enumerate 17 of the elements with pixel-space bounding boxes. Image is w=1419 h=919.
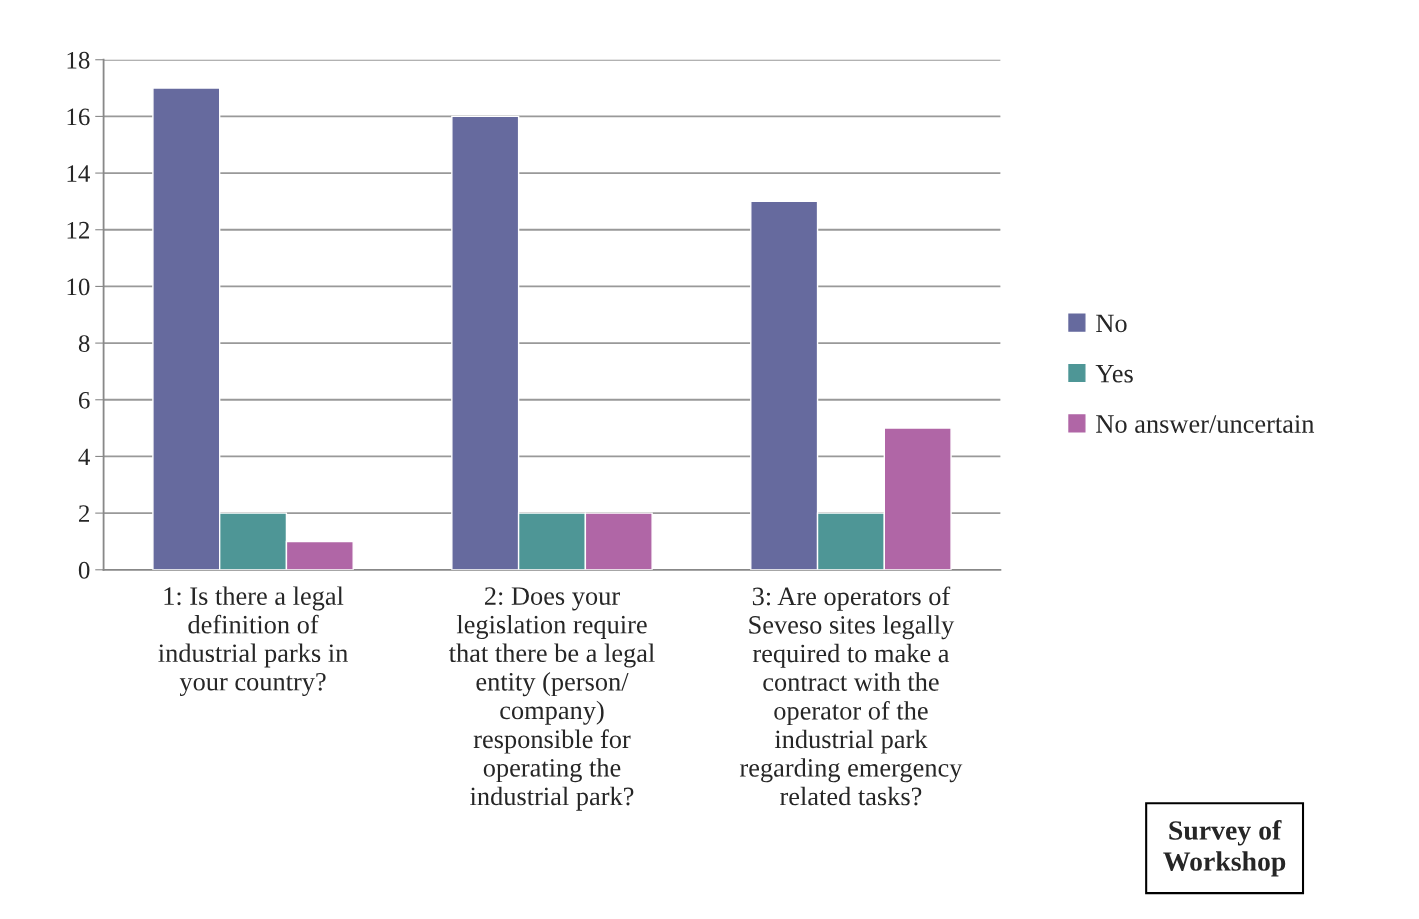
y-tick-label: 8 — [78, 335, 90, 353]
y-tick-label: 10 — [67, 278, 90, 296]
y-tick-label: 18 — [67, 51, 90, 69]
y-tick-label: 0 — [78, 561, 90, 579]
y-tick-label: 14 — [67, 165, 90, 182]
x-tick-label: 1: Is there a legal definition of industrial parks in your country? — [158, 586, 348, 697]
legend-label: No answer/uncertain — [1096, 415, 1315, 433]
y-tick-label: 4 — [78, 448, 90, 466]
y-tick-label: 2 — [78, 505, 90, 522]
x-tick-label: 2: Does your legislation require that there be a legal entity (person/ company) responsible for operating the industrial park? — [448, 587, 655, 811]
y-tick-label: 6 — [78, 391, 90, 409]
y-tick-label: 12 — [67, 221, 90, 239]
y-tick-label: 16 — [67, 108, 90, 126]
legend-label: No — [1096, 314, 1127, 333]
text: Survey of Workshop — [1163, 819, 1286, 877]
legend-label: Yes — [1095, 365, 1133, 383]
x-tick-label: 3: Are operators of Seveso sites legally required to make a contract with the operator of the industrial park regarding emergency related tasks? — [739, 586, 963, 806]
